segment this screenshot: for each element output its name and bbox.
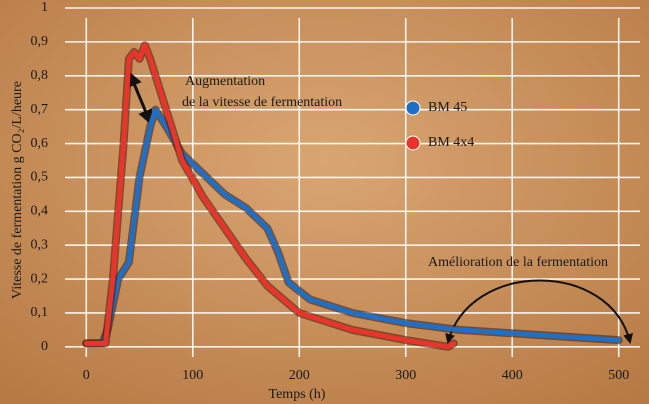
x-tick-label: 0 (83, 368, 90, 383)
y-tick-label: 0,3 (31, 237, 49, 252)
x-tick-label: 100 (182, 368, 203, 383)
y-tick-label: 0,1 (31, 305, 49, 320)
x-axis-label: Temps (h) (269, 387, 326, 402)
legend-marker (406, 136, 420, 150)
y-axis-label: Vitesse de fermentation g CO₂/L/heure (10, 81, 25, 299)
x-tick-label: 400 (502, 368, 523, 383)
legend-marker (406, 101, 420, 115)
y-tick-label: 0,8 (31, 68, 49, 83)
y-tick-label: 0,2 (31, 271, 49, 286)
annotation: de la vitesse de fermentation (182, 95, 342, 110)
y-tick-label: 0 (41, 339, 48, 354)
y-tick-label: 0,4 (31, 204, 49, 219)
y-tick-label: 1 (41, 0, 48, 15)
x-tick-label: 500 (608, 368, 629, 383)
y-tick-label: 0,6 (31, 136, 49, 151)
legend-label: BM 45 (428, 100, 467, 115)
y-tick-label: 0,9 (31, 34, 49, 49)
x-tick-label: 200 (289, 368, 310, 383)
annotation: Augmentation (185, 74, 265, 89)
legend-label: BM 4x4 (428, 135, 474, 150)
chart: 0 0,1 0,2 0,3 0,4 0,5 0,6 0,7 0,8 0,9 1 0 100 200 300 4… (0, 0, 649, 404)
y-tick-label: 0,7 (31, 102, 49, 117)
x-tick-label: 300 (395, 368, 416, 383)
y-tick-label: 0,5 (31, 170, 49, 185)
annotation: Amélioration de la fermentation (428, 255, 608, 270)
